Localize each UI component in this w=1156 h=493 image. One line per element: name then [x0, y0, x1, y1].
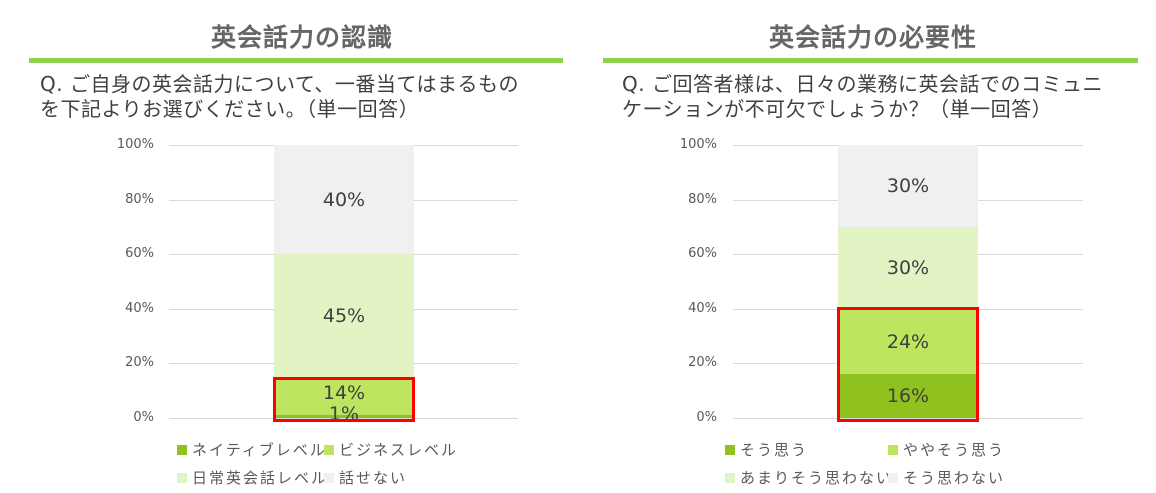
y-tick: 0%: [133, 410, 154, 425]
chart-plot-area: 30% 30% 24% 16%: [733, 145, 1083, 419]
legend-item-amari: あまりそう思わない: [725, 467, 893, 488]
y-tick: 40%: [125, 300, 154, 316]
stacked-bar: 40% 45% 14% 1%: [274, 145, 414, 425]
y-tick: 40%: [688, 300, 717, 316]
y-tick: 100%: [116, 137, 154, 152]
legend-swatch: [324, 472, 334, 483]
bar-segment-hanasenai: 40%: [274, 145, 414, 255]
legend-label: 話せない: [339, 469, 408, 487]
legend-label: ネイティブレベル: [192, 441, 327, 459]
right-panel: 英会話力の必要性 Q. ご回答者様は、日々の業務に英会話でのコミュニ ケーション…: [580, 0, 1156, 493]
bar-segment-yaya: 24%: [838, 308, 978, 375]
question-text: Q. ご回答者様は、日々の業務に英会話でのコミュニ ケーションが不可欠でしょうか…: [622, 72, 1103, 121]
stacked-bar: 30% 30% 24% 16%: [838, 145, 978, 418]
y-tick: 0%: [696, 410, 717, 425]
gridline: [733, 418, 1083, 419]
question-text: Q. ご自身の英会話力について、一番当てはまるもの を下記よりお選びください。（…: [40, 72, 519, 121]
legend-label: あまりそう思わない: [740, 469, 894, 487]
legend-item-business: ビジネスレベル: [324, 439, 458, 460]
legend-swatch: [888, 472, 898, 483]
data-label: 1%: [328, 403, 360, 425]
bar-segment-nichijo: 45%: [274, 254, 414, 378]
legend-swatch: [177, 444, 187, 455]
legend-swatch: [725, 444, 735, 455]
legend-swatch: [324, 444, 334, 455]
legend-item-yaya: ややそう思う: [888, 439, 1005, 460]
data-label: 24%: [886, 330, 930, 353]
data-label: 14%: [322, 382, 366, 405]
bar-segment-sou-omou: 16%: [838, 374, 978, 418]
data-label: 30%: [886, 256, 930, 279]
legend-item-sou-omou: そう思う: [725, 439, 808, 460]
legend-item-nichijo: 日常英会話レベル: [177, 467, 328, 488]
bar-segment-sou-omowanai: 30%: [838, 145, 978, 227]
title-underline: [603, 58, 1138, 63]
y-tick: 20%: [688, 355, 717, 371]
y-tick: 60%: [688, 246, 717, 262]
title-underline: [29, 58, 563, 63]
y-tick: 60%: [125, 246, 154, 262]
y-tick: 80%: [688, 191, 717, 207]
left-panel: 英会話力の認識 Q. ご自身の英会話力について、一番当てはまるもの を下記よりお…: [29, 23, 563, 488]
bar-segment-amari: 30%: [838, 226, 978, 309]
y-tick: 100%: [679, 137, 717, 152]
legend-item-hanasenai: 話せない: [324, 467, 407, 488]
bar-segment-native: [274, 415, 414, 418]
legend-label: 日常英会話レベル: [192, 469, 329, 487]
chart-plot-area: 40% 45% 14% 1%: [169, 145, 518, 425]
gridline: [169, 418, 518, 419]
data-label: 45%: [322, 304, 366, 327]
bar-segment-business: 14%: [274, 377, 414, 416]
legend-swatch: [725, 472, 735, 483]
legend-label: そう思う: [740, 441, 809, 459]
panel-title: 英会話力の認識: [210, 23, 393, 52]
data-label: 40%: [322, 188, 366, 211]
y-tick: 80%: [125, 191, 154, 207]
legend-swatch: [888, 444, 898, 455]
legend-item-native: ネイティブレベル: [177, 439, 327, 460]
data-label: 16%: [886, 385, 930, 408]
legend-item-sou-omowanai: そう思わない: [888, 467, 1005, 488]
y-tick: 20%: [125, 355, 154, 371]
legend-label: そう思わない: [903, 469, 1006, 487]
legend-swatch: [177, 472, 187, 483]
data-label: 30%: [886, 174, 930, 197]
panel-title: 英会話力の必要性: [768, 23, 977, 52]
legend-label: ビジネスレベル: [339, 441, 459, 459]
legend-label: ややそう思う: [903, 441, 1006, 459]
